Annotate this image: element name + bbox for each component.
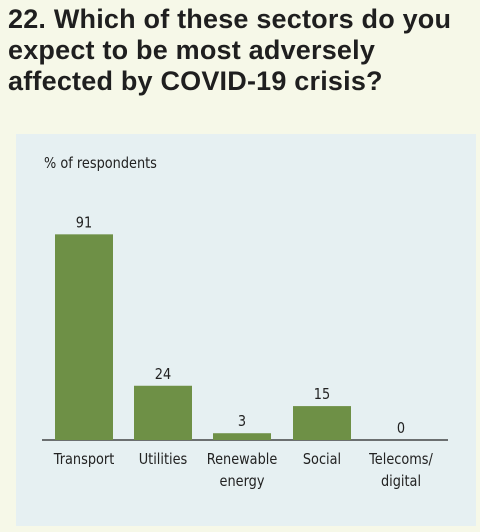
bar-2 (213, 433, 271, 440)
tick-label-4: Telecoms/ digital (369, 450, 433, 490)
bar-chart: 91 24 3 15 0 (42, 214, 448, 441)
data-label-3: 15 (314, 386, 330, 403)
data-label-2: 3 (238, 413, 246, 430)
data-label-1: 24 (155, 366, 171, 383)
chart-title: 22. Which of these sectors do you expect… (8, 4, 452, 96)
bar-0 (55, 234, 113, 440)
tick-label-3: Social (302, 450, 342, 468)
bar-3 (293, 406, 351, 440)
bar-1 (134, 385, 192, 440)
chart-panel: % of respondents 91 24 3 15 0 Transport Utili… (16, 134, 476, 526)
tick-label-2: Renewable energy (206, 450, 278, 490)
tick-label-1: Utilities (138, 450, 188, 468)
data-label-0: 91 (76, 214, 92, 231)
y-axis-label: % of respondents (44, 154, 157, 172)
tick-label-0: Transport (53, 450, 115, 468)
data-label-4: 0 (397, 420, 405, 437)
